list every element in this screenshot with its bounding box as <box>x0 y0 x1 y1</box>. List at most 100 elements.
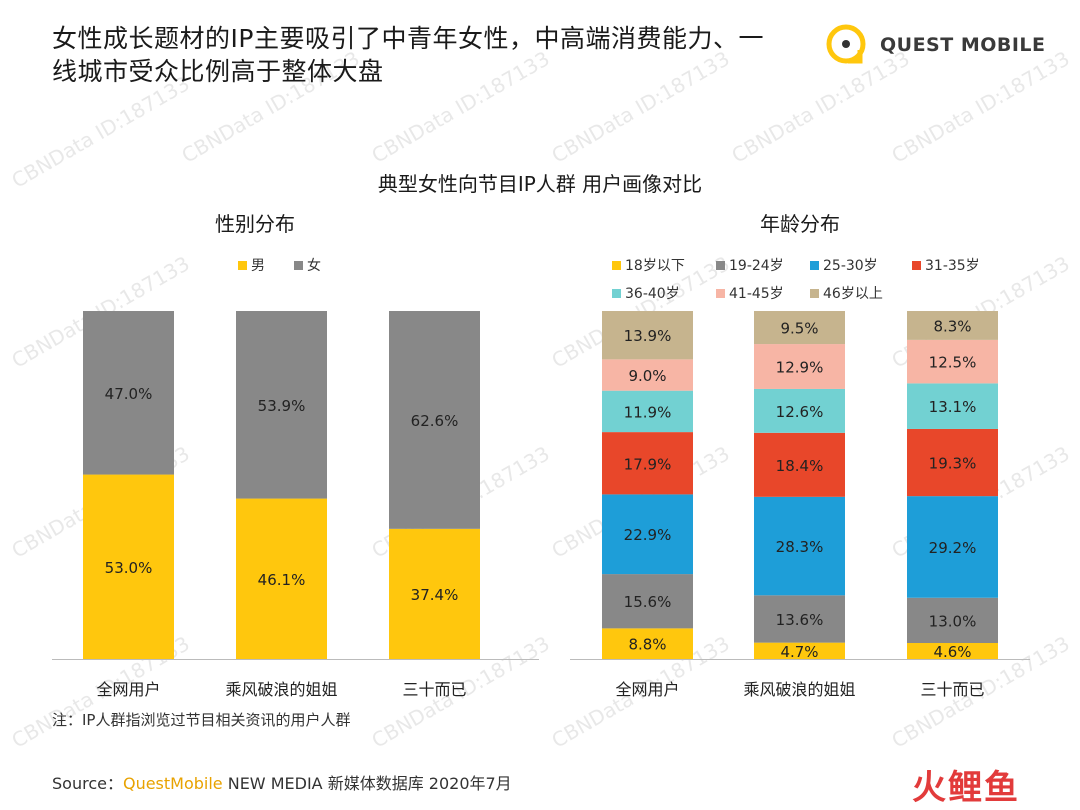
legend-swatch <box>810 289 819 298</box>
legend-label: 19-24岁 <box>729 258 784 274</box>
legend-label: 女 <box>307 258 321 274</box>
legend-label: 18岁以下 <box>625 258 685 274</box>
legend-swatch <box>238 261 247 270</box>
category-label: 全网用户 <box>615 680 679 699</box>
data-label: 28.3% <box>776 538 824 556</box>
data-label: 9.0% <box>628 367 666 385</box>
data-label: 53.9% <box>258 397 306 415</box>
data-label: 15.6% <box>624 593 672 611</box>
bar-segment <box>602 574 693 629</box>
legend-label: 25-30岁 <box>823 258 878 274</box>
legend-swatch <box>294 261 303 270</box>
data-label: 11.9% <box>624 403 672 421</box>
bar-segment <box>907 339 998 384</box>
data-label: 12.5% <box>929 354 977 372</box>
legend-item: 25-30岁 <box>810 255 878 275</box>
bar-segment <box>754 642 845 659</box>
questmobile-logo-icon <box>826 24 866 64</box>
data-label: 17.9% <box>624 455 672 473</box>
footnote: 注：IP人群指浏览过节目相关资讯的用户人群 <box>52 711 351 729</box>
data-label: 8.8% <box>628 636 666 654</box>
bar-segment <box>907 428 998 497</box>
bar-segment <box>236 311 327 499</box>
legend-swatch <box>810 261 819 270</box>
category-label: 全网用户 <box>96 680 160 699</box>
data-label: 37.4% <box>411 586 459 604</box>
data-label: 13.9% <box>624 327 672 345</box>
source-brand: QuestMobile <box>122 774 223 793</box>
legend-item: 女 <box>294 255 321 275</box>
data-label: 22.9% <box>624 526 672 544</box>
legend-label: 男 <box>251 258 265 274</box>
bar-segment <box>602 494 693 575</box>
headline-line-2: 线城市受众比例高于整体大盘 <box>52 57 384 86</box>
data-label: 53.0% <box>105 559 153 577</box>
bar-segment <box>754 432 845 497</box>
legend-swatch <box>912 261 921 270</box>
category-label: 三十而已 <box>920 680 984 699</box>
bar-segment <box>602 628 693 659</box>
bar-segment <box>236 498 327 659</box>
data-label: 12.9% <box>776 359 824 377</box>
bar-segment <box>602 311 693 360</box>
data-label: 13.1% <box>929 398 977 416</box>
bar-segment <box>907 311 998 340</box>
data-label: 18.4% <box>776 457 824 475</box>
bar-segment <box>754 595 845 643</box>
data-label: 8.3% <box>933 317 971 335</box>
data-label: 4.7% <box>780 643 818 661</box>
bar-segment <box>754 496 845 596</box>
bar-segment <box>83 474 174 659</box>
legend-swatch <box>612 261 621 270</box>
legend-label: 31-35岁 <box>925 258 980 274</box>
legend-item: 男 <box>238 255 265 275</box>
legend-swatch <box>612 289 621 298</box>
data-label: 4.6% <box>933 643 971 661</box>
bar-segment <box>907 383 998 429</box>
bar-segment <box>907 496 998 598</box>
age-chart-title: 年龄分布 <box>760 212 840 236</box>
bar-segment <box>907 642 998 659</box>
bar-segment <box>602 432 693 495</box>
source-line: Source：QuestMobile NEW MEDIA 新媒体数据库 2020… <box>52 770 512 794</box>
data-label: 9.5% <box>780 320 818 338</box>
category-label: 乘风破浪的姐姐 <box>225 680 337 699</box>
legend-label: 46岁以上 <box>823 286 883 302</box>
bar-segment <box>602 390 693 433</box>
legend-item: 46岁以上 <box>810 283 883 303</box>
data-label: 29.2% <box>929 539 977 557</box>
source-rest: NEW MEDIA 新媒体数据库 2020年7月 <box>222 774 512 793</box>
headline-line-1: 女性成长题材的IP主要吸引了中青年女性，中高端消费能力、一 <box>52 24 764 53</box>
data-label: 46.1% <box>258 571 306 589</box>
source-label: Source： <box>52 774 123 793</box>
data-label: 13.0% <box>929 612 977 630</box>
headline: 女性成长题材的IP主要吸引了中青年女性，中高端消费能力、一 线城市受众比例高于整… <box>52 22 812 88</box>
corner-logo: 火鲤鱼 <box>912 768 1020 808</box>
bar-segment <box>602 359 693 391</box>
data-label: 19.3% <box>929 455 977 473</box>
legend-item: 19-24岁 <box>716 255 784 275</box>
data-label: 62.6% <box>411 412 459 430</box>
legend-swatch <box>716 261 725 270</box>
bar-segment <box>389 528 480 659</box>
questmobile-logo: QUEST MOBILE <box>818 14 1058 74</box>
data-label: 13.6% <box>776 611 824 629</box>
legend-item: 18岁以下 <box>612 255 685 275</box>
bar-segment <box>389 311 480 529</box>
legend-label: 36-40岁 <box>625 286 680 302</box>
data-label: 47.0% <box>105 385 153 403</box>
category-label: 乘风破浪的姐姐 <box>743 680 855 699</box>
data-label: 12.6% <box>776 403 824 421</box>
bar-segment <box>754 311 845 345</box>
legend-item: 36-40岁 <box>612 283 680 303</box>
bar-segment <box>754 388 845 433</box>
bar-segment <box>754 344 845 389</box>
category-label: 三十而已 <box>402 680 466 699</box>
legend-item: 41-45岁 <box>716 283 784 303</box>
gender-chart-title: 性别分布 <box>215 212 295 236</box>
legend-item: 31-35岁 <box>912 255 980 275</box>
legend-swatch <box>716 289 725 298</box>
chart-main-title: 典型女性向节目IP人群 用户画像对比 <box>377 172 703 196</box>
bar-segment <box>907 597 998 643</box>
